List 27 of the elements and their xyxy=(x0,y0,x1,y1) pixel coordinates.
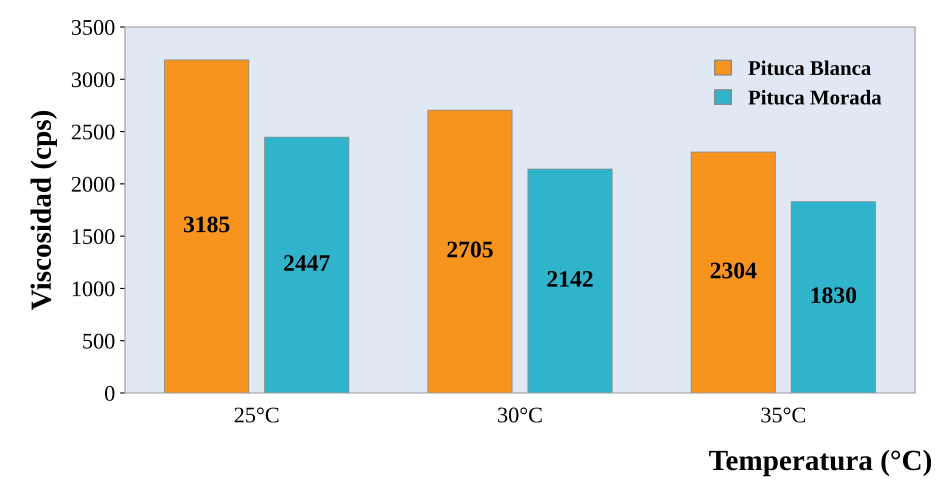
bar xyxy=(164,60,250,393)
x-tick-label: 30°C xyxy=(498,408,542,423)
y-tick-label: 0 xyxy=(105,386,114,401)
y-tick-label: 500 xyxy=(83,334,114,349)
y-tick-label: 2500 xyxy=(72,124,114,140)
y-tick-label: 3500 xyxy=(72,20,114,35)
data-label: 2705 xyxy=(447,242,493,258)
x-axis-title: Temperatura (°C) xyxy=(709,450,932,476)
y-tick-label: 3000 xyxy=(72,72,114,88)
x-tick-label: 35°C xyxy=(761,408,806,423)
x-tick-label: 25°C xyxy=(234,408,278,423)
data-label: 2142 xyxy=(547,271,593,287)
data-label: 2304 xyxy=(710,262,756,278)
legend-label: Pituca Blanca xyxy=(748,60,871,76)
data-label: 3185 xyxy=(184,216,230,232)
legend-label: Pituca Morada xyxy=(748,90,882,105)
y-axis-title: Viscosidad (cps) xyxy=(30,110,57,310)
y-tick-label: 1000 xyxy=(72,281,114,296)
bar xyxy=(527,168,613,393)
data-label: 2447 xyxy=(284,255,330,271)
bar xyxy=(264,136,350,393)
bar xyxy=(690,152,776,393)
y-tick-label: 1500 xyxy=(72,229,114,244)
data-label: 1830 xyxy=(812,287,856,304)
y-tick-label: 2000 xyxy=(72,176,114,192)
bar xyxy=(790,201,876,393)
bar xyxy=(427,110,513,393)
